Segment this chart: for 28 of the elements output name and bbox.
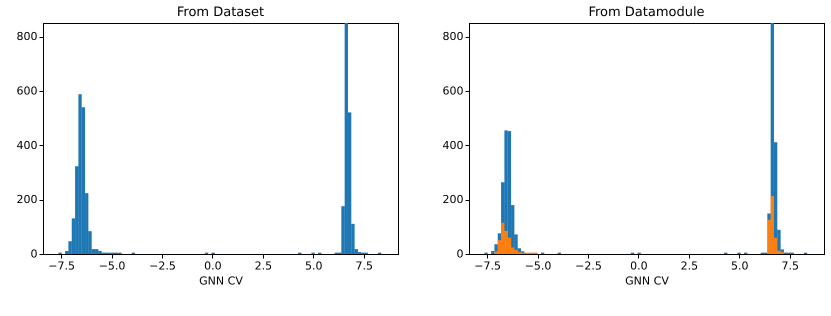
y-tick-label: 200: [16, 193, 38, 206]
y-tick-label: 800: [442, 30, 464, 44]
x-tick-label: 0.0: [204, 260, 222, 272]
chart-title: From Dataset: [176, 5, 264, 20]
x-tick-label: 5.0: [305, 260, 323, 272]
x-tick-label: −5.0: [524, 260, 552, 272]
chart-title: From Datamodule: [588, 5, 705, 20]
x-tick-label: 2.5: [254, 260, 272, 272]
y-tick-label: 400: [442, 138, 464, 152]
y-tick-label: 800: [16, 30, 38, 44]
x-tick-label: −2.5: [149, 260, 176, 272]
x-tick-label: −5.0: [98, 260, 126, 272]
x-tick-label: 5.0: [731, 260, 749, 272]
x-axis-title: GNN CV: [199, 274, 244, 288]
y-tick-label: 200: [442, 193, 464, 206]
x-tick-label: 7.5: [781, 260, 799, 272]
x-tick-label: −2.5: [575, 260, 602, 272]
x-tick-label: −7.5: [48, 260, 76, 272]
y-tick-label: 0: [456, 248, 464, 260]
y-tick-label: 600: [442, 84, 464, 98]
x-tick-label: 7.5: [355, 260, 373, 272]
x-tick-label: 2.5: [680, 260, 698, 272]
y-tick-label: 400: [16, 138, 38, 152]
x-axis-title: GNN CV: [625, 274, 670, 288]
y-tick-label: 0: [30, 248, 38, 260]
x-tick-label: −7.5: [474, 260, 502, 272]
y-tick-label: 600: [16, 84, 38, 98]
x-tick-label: 0.0: [630, 260, 648, 272]
